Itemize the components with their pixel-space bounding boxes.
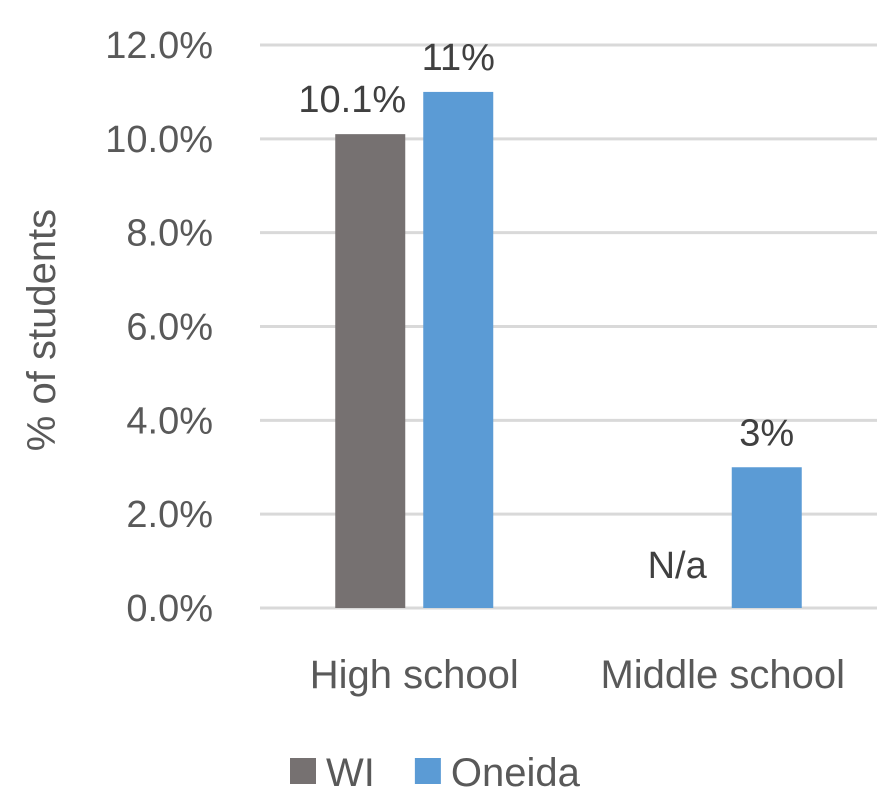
data-label: 3% <box>739 412 794 454</box>
x-category-label: High school <box>310 653 519 697</box>
legend-label-oneida: Oneida <box>451 751 581 795</box>
legend: WI Oneida <box>290 751 581 795</box>
y-tick-label: 0.0% <box>126 588 213 630</box>
y-tick-label: 6.0% <box>126 307 213 349</box>
bar-oneida-high-school <box>423 91 494 608</box>
data-label: 11% <box>422 37 495 79</box>
legend-label-wi: WI <box>326 751 375 795</box>
x-axis-categories: High school Middle school <box>310 653 845 697</box>
y-tick-label: 10.0% <box>105 119 213 161</box>
x-category-label: Middle school <box>600 653 845 697</box>
y-tick-label: 12.0% <box>105 25 213 67</box>
legend-swatch-wi <box>290 758 316 784</box>
legend-swatch-oneida <box>414 758 441 784</box>
y-axis-ticks: 0.0% 2.0% 4.0% 6.0% 8.0% 10.0% 12.0% <box>105 25 213 630</box>
bar-oneida-middle-school <box>731 467 802 608</box>
y-tick-label: 2.0% <box>126 494 213 536</box>
y-tick-label: 4.0% <box>126 400 213 442</box>
data-label: 10.1% <box>298 79 406 121</box>
bar-wi-high-school <box>335 134 406 608</box>
y-axis-title: % of students <box>20 209 64 451</box>
y-tick-label: 8.0% <box>126 213 213 255</box>
data-labels: 10.1% 11% N/a 3% <box>298 37 794 587</box>
data-label-na: N/a <box>648 545 708 587</box>
bars <box>335 91 802 608</box>
